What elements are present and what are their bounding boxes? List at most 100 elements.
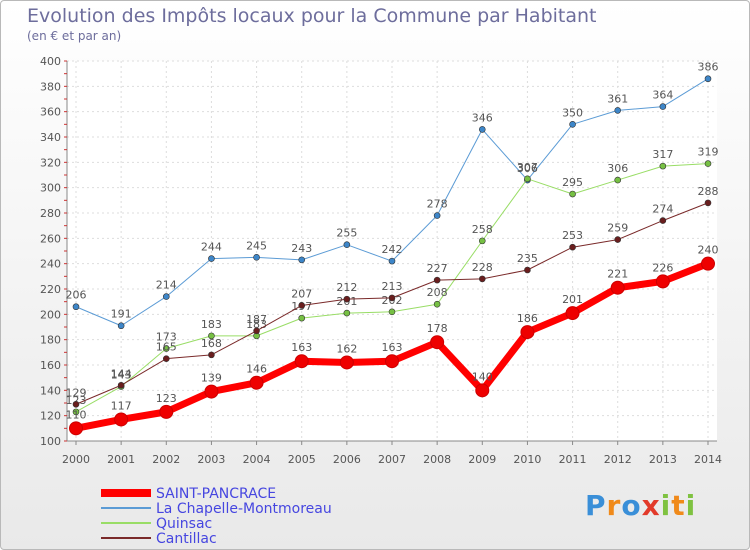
data-label: 178 <box>427 322 448 335</box>
y-tick-label: 200 <box>40 308 61 321</box>
chart-title: Evolution des Impôts locaux pour la Comm… <box>27 5 597 27</box>
x-tick-label: 2009 <box>468 453 496 466</box>
data-point <box>162 355 170 362</box>
logo-letter: r <box>606 489 622 522</box>
data-label: 221 <box>607 268 628 281</box>
data-label: 191 <box>111 308 132 321</box>
y-tick-label: 240 <box>40 258 61 271</box>
data-point <box>614 107 622 114</box>
data-point <box>478 237 486 245</box>
series-quinsac: 1231431731831831972012022082583072953063… <box>66 146 719 416</box>
data-label: 307 <box>517 161 538 174</box>
data-point <box>117 322 125 330</box>
data-point <box>478 275 486 283</box>
data-label: 245 <box>246 239 267 252</box>
data-label: 146 <box>246 363 267 376</box>
data-label: 143 <box>111 369 132 382</box>
x-tick-label: 2003 <box>197 453 225 466</box>
data-point <box>655 274 670 289</box>
data-label: 201 <box>562 293 583 306</box>
y-tick-label: 380 <box>40 80 61 93</box>
data-label: 346 <box>472 111 493 124</box>
x-tick-label: 2014 <box>694 453 722 466</box>
data-label: 187 <box>246 313 267 326</box>
y-tick-label: 400 <box>40 55 61 68</box>
data-point <box>117 381 125 389</box>
data-label: 123 <box>156 392 177 405</box>
y-tick-label: 300 <box>40 182 61 195</box>
data-point <box>339 355 354 370</box>
data-label: 386 <box>698 61 719 74</box>
data-point <box>524 175 531 183</box>
data-label: 274 <box>652 203 673 216</box>
data-point <box>294 354 309 369</box>
data-point <box>388 294 396 302</box>
data-point <box>69 421 83 436</box>
data-label: 227 <box>427 262 448 275</box>
data-label: 206 <box>66 289 87 302</box>
legend-label: Cantillac <box>156 531 217 547</box>
data-point <box>614 176 622 184</box>
data-label: 306 <box>607 162 628 175</box>
data-point <box>343 241 351 248</box>
data-label: 144 <box>111 367 132 380</box>
data-label: 240 <box>698 244 719 257</box>
data-point <box>475 383 490 398</box>
y-tick-label: 180 <box>40 334 61 347</box>
data-label: 253 <box>562 229 583 242</box>
data-label: 317 <box>652 148 673 161</box>
proxiti-logo: Proxiti <box>585 489 696 522</box>
legend-item: La Chapelle-Montmoreau <box>101 501 332 517</box>
data-point <box>659 103 667 110</box>
data-point <box>524 266 531 274</box>
data-point <box>385 354 399 369</box>
data-point <box>520 325 535 340</box>
x-tick-label: 2010 <box>513 453 541 466</box>
data-label: 208 <box>427 286 448 299</box>
y-tick-label: 360 <box>40 106 61 119</box>
data-label: 319 <box>698 146 719 159</box>
logo-letter: o <box>621 489 642 522</box>
data-point <box>704 160 712 167</box>
chart-subtitle: (en € et par an) <box>27 29 122 43</box>
data-label: 259 <box>607 222 628 235</box>
data-label: 165 <box>156 341 177 354</box>
data-point <box>433 212 441 219</box>
data-point <box>162 345 170 352</box>
data-label: 350 <box>562 106 583 119</box>
data-label: 162 <box>336 342 357 355</box>
data-point <box>659 162 667 170</box>
logo-letter: t <box>671 489 686 522</box>
data-point <box>430 335 445 350</box>
data-point <box>159 404 174 419</box>
data-point <box>298 256 306 264</box>
data-point <box>565 306 580 321</box>
x-tick-label: 2002 <box>152 453 180 466</box>
x-tick-label: 2000 <box>62 453 90 466</box>
series-saint-pancrace: 110 117 123 139 146 163 162 163 178 140 186 201 221 2… <box>66 244 719 436</box>
data-point <box>701 256 715 271</box>
data-label: 244 <box>201 241 222 254</box>
data-point <box>478 126 486 133</box>
data-label: 278 <box>427 198 448 211</box>
data-point <box>388 308 396 316</box>
data-point <box>569 121 576 128</box>
y-tick-label: 120 <box>40 410 61 423</box>
logo-letter: i <box>660 489 672 522</box>
data-label: 163 <box>382 341 403 354</box>
data-point <box>433 276 441 284</box>
data-label: 306 <box>517 162 538 175</box>
data-label: 364 <box>652 89 673 102</box>
data-label: 110 <box>66 408 87 421</box>
y-tick-label: 220 <box>40 283 61 296</box>
y-tick-label: 140 <box>40 384 61 397</box>
data-label: 123 <box>66 394 87 407</box>
y-tick-label: 320 <box>40 156 61 169</box>
data-label: 140 <box>472 370 493 383</box>
data-label: 242 <box>382 243 403 256</box>
y-tick-label: 100 <box>40 435 61 448</box>
data-label: 243 <box>291 242 312 255</box>
legend-label: La Chapelle-Montmoreau <box>156 501 332 517</box>
data-label: 207 <box>291 287 312 300</box>
